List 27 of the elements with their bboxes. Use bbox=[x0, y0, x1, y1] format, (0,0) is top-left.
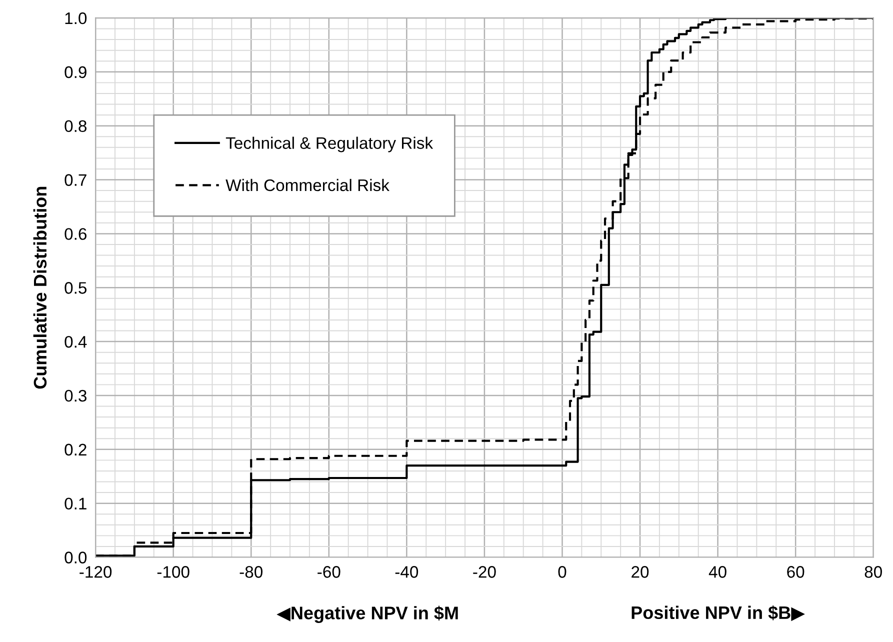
text: ◀Negative NPV in $M bbox=[276, 606, 458, 624]
x-tick-label: -40 bbox=[395, 566, 418, 578]
x-tick-label: -60 bbox=[318, 566, 340, 578]
y-tick-label: 1.0 bbox=[65, 12, 87, 24]
text: Positive NPV in $B▶ bbox=[632, 605, 805, 622]
x-tick-label: 60 bbox=[787, 566, 804, 578]
y-tick-label: 0.6 bbox=[64, 228, 86, 240]
legend-label: Technical & Regulatory Risk bbox=[226, 136, 434, 152]
x-tick-label: -100 bbox=[157, 566, 190, 578]
x-tick-label: 0 bbox=[558, 566, 566, 578]
y-tick-label: 0.8 bbox=[64, 120, 86, 132]
y-tick-label: 0.0 bbox=[64, 552, 87, 564]
x-tick-label: -20 bbox=[473, 566, 496, 578]
y-tick-label: 0.9 bbox=[64, 66, 86, 78]
y-axis-title: Cumulative Distribution bbox=[33, 186, 47, 389]
legend-label: With Commercial Risk bbox=[226, 178, 390, 192]
x-tick-label: 40 bbox=[708, 566, 726, 578]
y-tick-label: 0.4 bbox=[64, 336, 87, 348]
x-tick-label: -120 bbox=[80, 566, 112, 578]
y-tick-label: 0.5 bbox=[64, 282, 87, 294]
x-tick-label: 80 bbox=[864, 566, 882, 578]
x-tick-label: -80 bbox=[240, 566, 263, 578]
y-tick-label: 0.3 bbox=[64, 390, 86, 402]
y-tick-label: 0.2 bbox=[64, 444, 86, 456]
y-tick-label: 0.1 bbox=[64, 498, 86, 510]
y-tick-label: 0.7 bbox=[64, 174, 86, 186]
x-tick-label: 20 bbox=[632, 566, 649, 578]
